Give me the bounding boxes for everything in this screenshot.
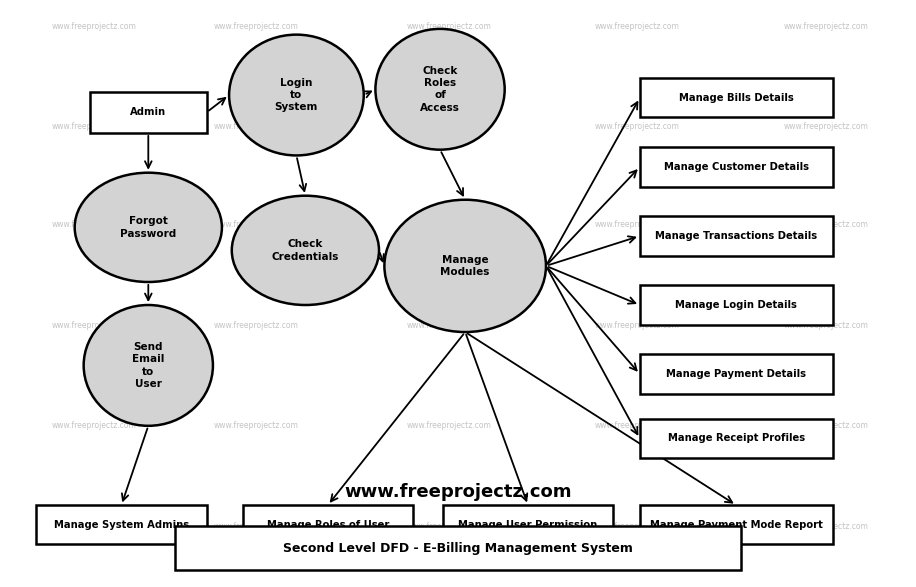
Text: www.freeprojectz.com: www.freeprojectz.com: [595, 220, 680, 229]
Text: Forgot
Password: Forgot Password: [120, 216, 177, 238]
FancyBboxPatch shape: [639, 285, 833, 325]
Text: www.freeprojectz.com: www.freeprojectz.com: [52, 220, 136, 229]
Text: Check
Roles
of
Access: Check Roles of Access: [420, 66, 460, 113]
Text: www.freeprojectz.com: www.freeprojectz.com: [783, 220, 868, 229]
Text: Manage Payment Mode Report: Manage Payment Mode Report: [649, 519, 823, 529]
Text: Manage Login Details: Manage Login Details: [675, 300, 797, 310]
Text: www.freeprojectz.com: www.freeprojectz.com: [407, 122, 492, 131]
Ellipse shape: [376, 29, 505, 150]
Text: Manage Customer Details: Manage Customer Details: [664, 162, 809, 172]
Text: www.freeprojectz.com: www.freeprojectz.com: [783, 522, 868, 531]
FancyBboxPatch shape: [639, 505, 833, 544]
Text: www.freeprojectz.com: www.freeprojectz.com: [213, 220, 299, 229]
Text: www.freeprojectz.com: www.freeprojectz.com: [783, 22, 868, 31]
Text: Check
Credentials: Check Credentials: [272, 239, 339, 262]
Ellipse shape: [229, 35, 364, 156]
Text: www.freeprojectz.com: www.freeprojectz.com: [213, 22, 299, 31]
Text: www.freeprojectz.com: www.freeprojectz.com: [344, 483, 572, 501]
Text: www.freeprojectz.com: www.freeprojectz.com: [595, 421, 680, 430]
Text: www.freeprojectz.com: www.freeprojectz.com: [407, 421, 492, 430]
Text: www.freeprojectz.com: www.freeprojectz.com: [407, 522, 492, 531]
Text: www.freeprojectz.com: www.freeprojectz.com: [213, 522, 299, 531]
Text: www.freeprojectz.com: www.freeprojectz.com: [52, 122, 136, 131]
Text: www.freeprojectz.com: www.freeprojectz.com: [52, 321, 136, 330]
Text: www.freeprojectz.com: www.freeprojectz.com: [407, 220, 492, 229]
Text: www.freeprojectz.com: www.freeprojectz.com: [783, 321, 868, 330]
Ellipse shape: [385, 200, 546, 332]
Text: www.freeprojectz.com: www.freeprojectz.com: [213, 321, 299, 330]
Text: Manage
Modules: Manage Modules: [441, 255, 490, 277]
Text: www.freeprojectz.com: www.freeprojectz.com: [783, 122, 868, 131]
Text: www.freeprojectz.com: www.freeprojectz.com: [595, 122, 680, 131]
Text: Manage Payment Details: Manage Payment Details: [666, 369, 806, 379]
FancyBboxPatch shape: [639, 217, 833, 255]
Text: www.freeprojectz.com: www.freeprojectz.com: [213, 421, 299, 430]
FancyBboxPatch shape: [639, 419, 833, 458]
FancyBboxPatch shape: [90, 92, 207, 133]
FancyBboxPatch shape: [36, 505, 207, 544]
Text: www.freeprojectz.com: www.freeprojectz.com: [595, 522, 680, 531]
Text: www.freeprojectz.com: www.freeprojectz.com: [595, 22, 680, 31]
Text: Admin: Admin: [130, 107, 167, 117]
Text: Second Level DFD - E-Billing Management System: Second Level DFD - E-Billing Management …: [283, 542, 633, 555]
Text: www.freeprojectz.com: www.freeprojectz.com: [407, 321, 492, 330]
Text: www.freeprojectz.com: www.freeprojectz.com: [595, 321, 680, 330]
Text: www.freeprojectz.com: www.freeprojectz.com: [52, 522, 136, 531]
Text: Manage System Admins: Manage System Admins: [54, 519, 189, 529]
Text: Manage Receipt Profiles: Manage Receipt Profiles: [668, 433, 805, 443]
Text: Send
Email
to
User: Send Email to User: [132, 342, 165, 389]
Text: www.freeprojectz.com: www.freeprojectz.com: [783, 421, 868, 430]
Text: www.freeprojectz.com: www.freeprojectz.com: [213, 122, 299, 131]
Text: www.freeprojectz.com: www.freeprojectz.com: [52, 421, 136, 430]
Text: Manage Transactions Details: Manage Transactions Details: [655, 231, 817, 241]
FancyBboxPatch shape: [243, 505, 413, 544]
Text: Manage Roles of User: Manage Roles of User: [267, 519, 389, 529]
Ellipse shape: [75, 173, 222, 282]
FancyBboxPatch shape: [639, 147, 833, 187]
FancyBboxPatch shape: [639, 355, 833, 394]
Text: www.freeprojectz.com: www.freeprojectz.com: [52, 22, 136, 31]
FancyBboxPatch shape: [442, 505, 614, 544]
Ellipse shape: [83, 305, 213, 426]
FancyBboxPatch shape: [639, 78, 833, 117]
Text: Manage User Permission: Manage User Permission: [458, 519, 597, 529]
FancyBboxPatch shape: [175, 527, 741, 569]
Text: Manage Bills Details: Manage Bills Details: [679, 93, 793, 103]
Ellipse shape: [232, 195, 379, 305]
Text: Login
to
System: Login to System: [275, 77, 318, 113]
Text: www.freeprojectz.com: www.freeprojectz.com: [407, 22, 492, 31]
